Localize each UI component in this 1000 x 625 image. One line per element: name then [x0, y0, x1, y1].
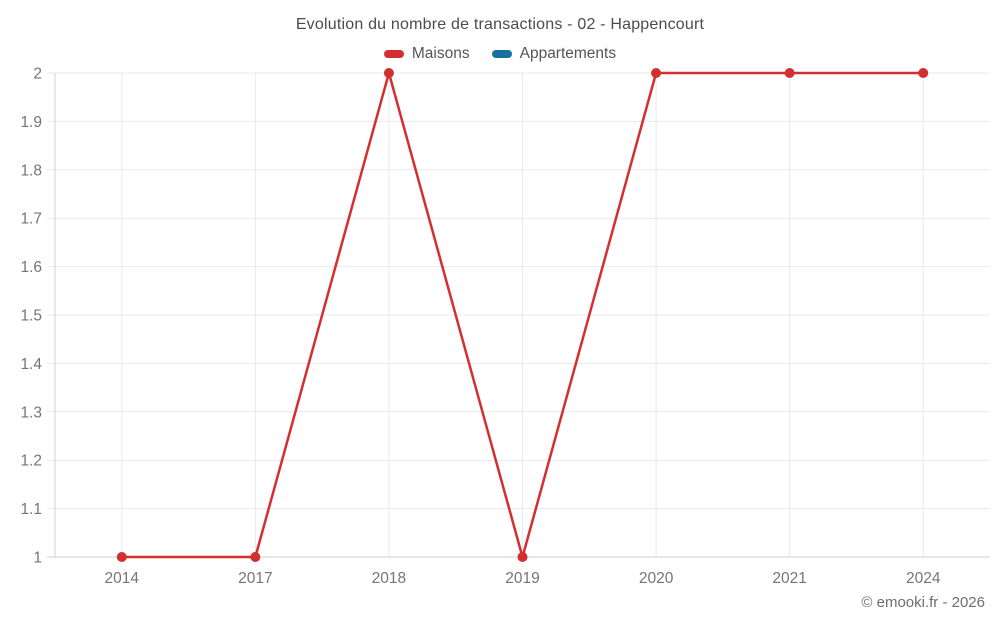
legend-swatch-icon [491, 50, 512, 58]
data-point-maisons-2019[interactable] [517, 552, 528, 562]
y-axis-tick-label: 1.8 [20, 162, 42, 179]
y-axis-tick-label: 1 [33, 550, 42, 567]
legend-item-maisons[interactable]: Maisons [383, 45, 470, 63]
y-axis-tick-label: 1.5 [20, 308, 42, 325]
y-axis-tick-label: 1.1 [20, 501, 42, 518]
x-axis-tick-label: 2021 [772, 570, 806, 587]
data-point-maisons-2014[interactable] [116, 552, 127, 562]
legend-label: Maisons [411, 45, 470, 62]
y-axis-tick-label: 1.7 [20, 211, 42, 228]
y-axis-tick-label: 1.9 [20, 114, 42, 131]
copyright: © emooki.fr - 2026 [861, 594, 985, 611]
chart-title: Evolution du nombre de transactions - 02… [295, 16, 705, 33]
data-point-maisons-2020[interactable] [651, 68, 662, 78]
x-axis-tick-label: 2020 [639, 570, 674, 587]
y-axis-tick-label: 1.4 [20, 356, 42, 373]
y-axis-tick-label: 1.3 [20, 404, 42, 421]
x-axis-tick-label: 2019 [505, 570, 539, 587]
legend-swatch-icon [383, 50, 404, 58]
data-point-maisons-2018[interactable] [383, 68, 394, 78]
y-axis-tick-label: 1.2 [20, 453, 42, 470]
data-point-maisons-2021[interactable] [784, 68, 795, 78]
x-axis-tick-label: 2018 [372, 570, 406, 587]
data-point-maisons-2017[interactable] [250, 552, 261, 562]
legend-label: Appartements [519, 45, 617, 62]
legend: Maisons Appartements [0, 45, 1000, 63]
x-axis-tick-label: 2014 [105, 570, 140, 587]
legend-item-appartements[interactable]: Appartements [491, 45, 617, 63]
x-axis-tick-label: 2017 [238, 570, 272, 587]
y-axis-tick-label: 2 [33, 66, 42, 83]
y-axis-tick-label: 1.6 [20, 259, 42, 276]
x-axis-tick-label: 2024 [906, 570, 941, 587]
data-point-maisons-2024[interactable] [918, 68, 929, 78]
